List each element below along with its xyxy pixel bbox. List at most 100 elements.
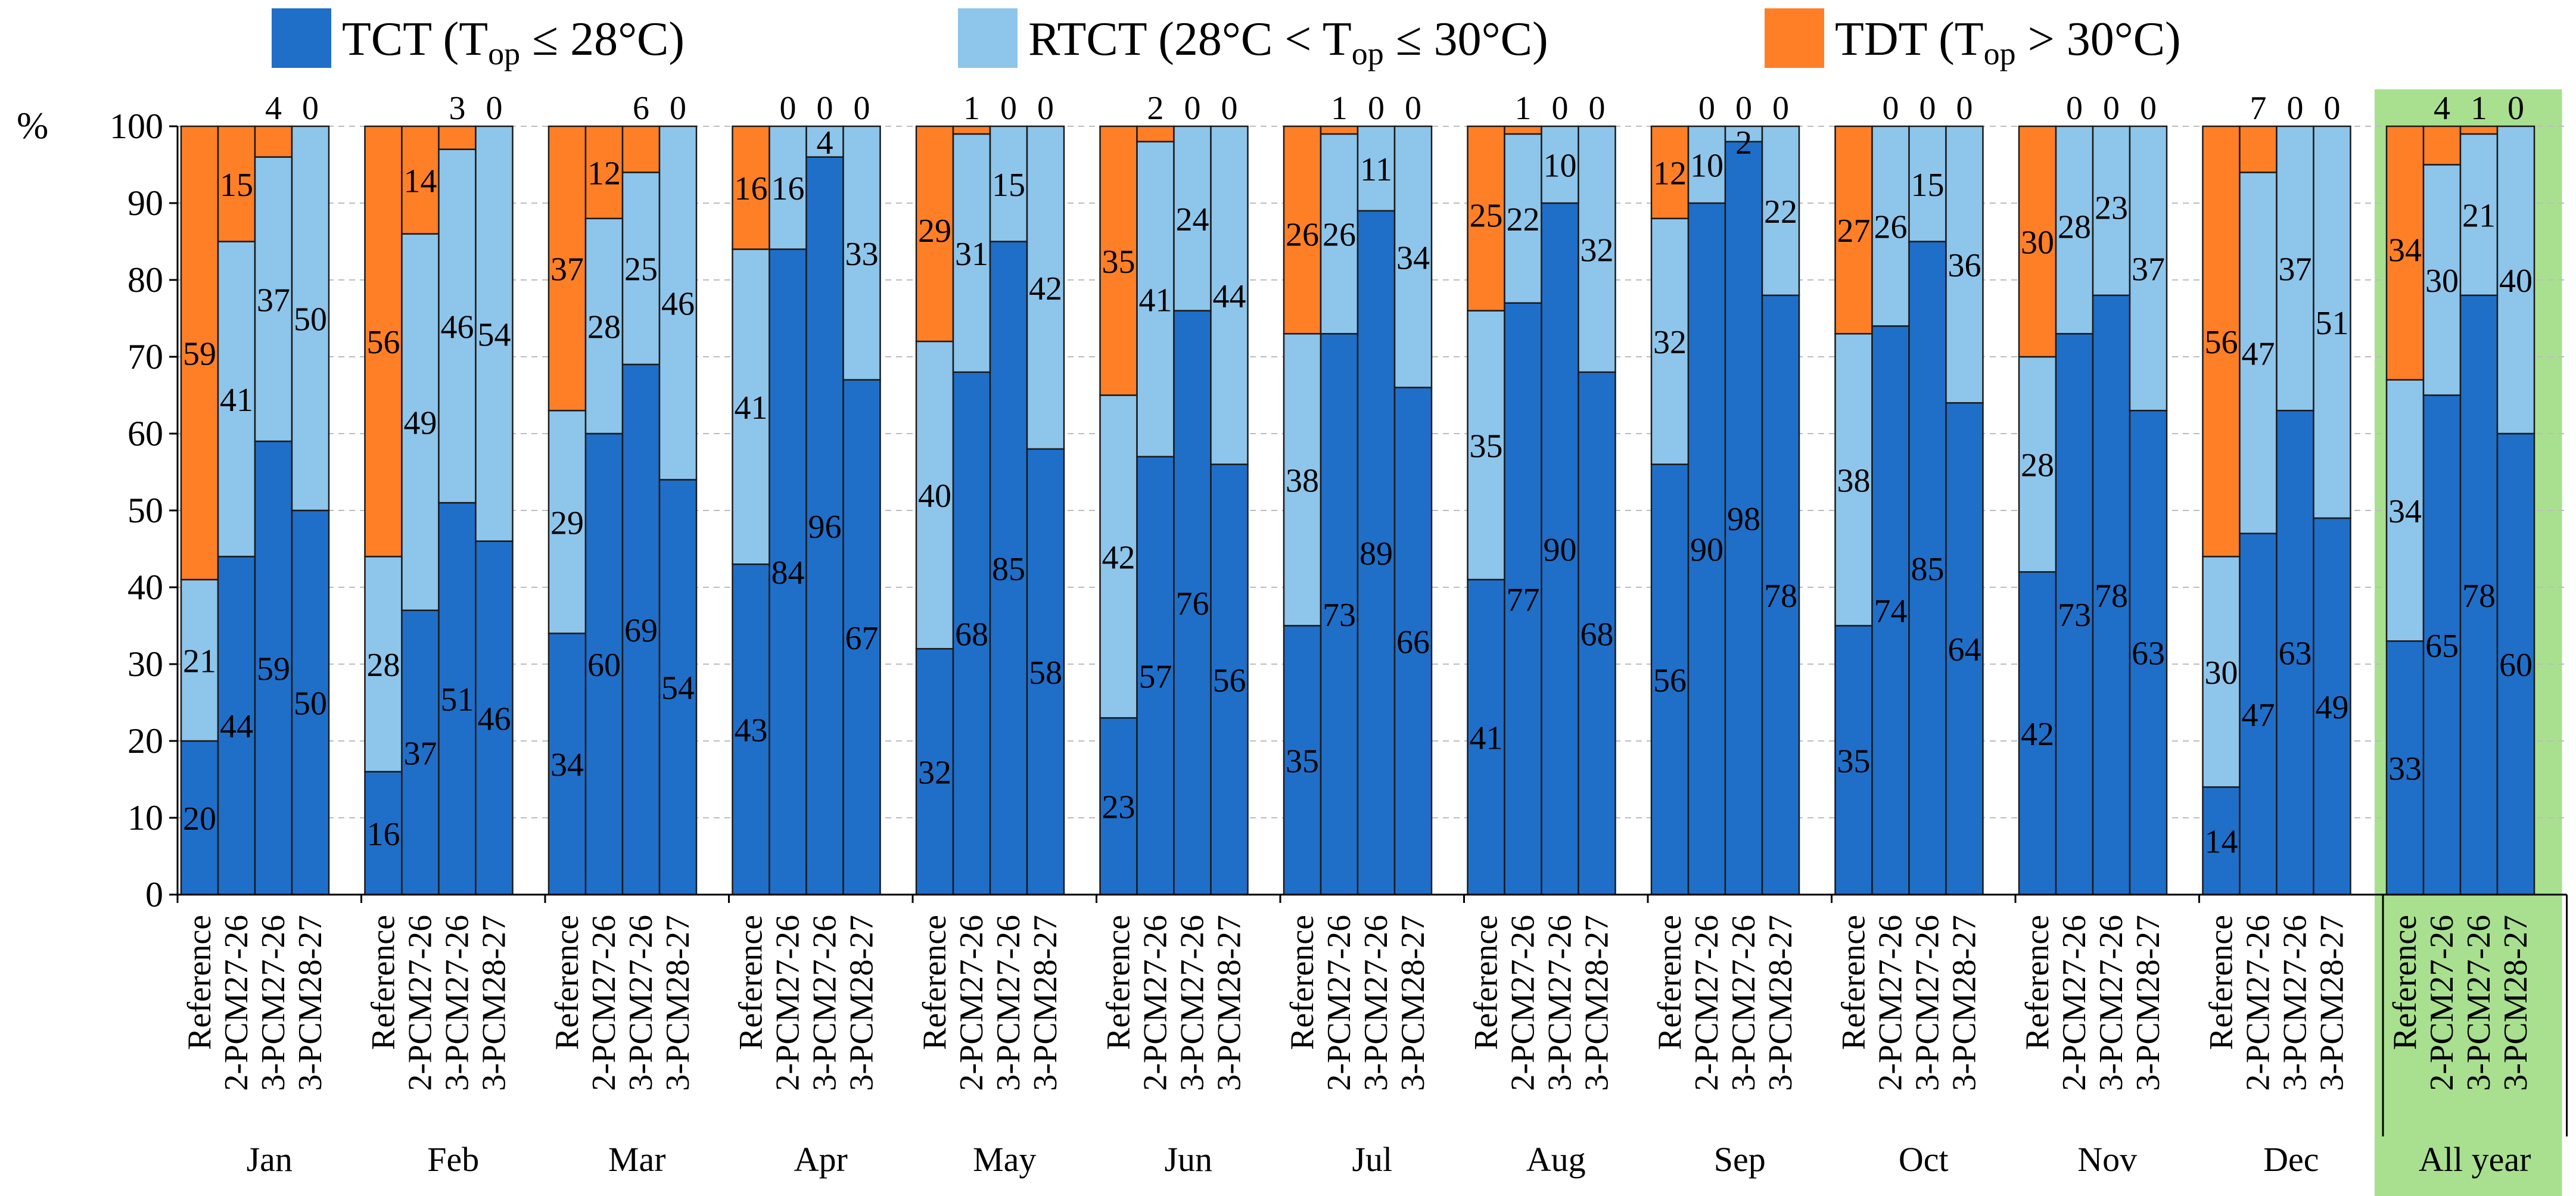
legend-swatch-tct bbox=[272, 8, 331, 68]
data-label-tct: 42 bbox=[2021, 716, 2054, 753]
x-tick-label: 3-PCM28-27 bbox=[659, 915, 696, 1091]
data-label-tct: 60 bbox=[587, 647, 621, 684]
data-label-rtct: 28 bbox=[2021, 447, 2054, 484]
legend: TCT (Top ≤ 28°C) RTCT (28°C < Top ≤ 30°C)… bbox=[272, 8, 2181, 71]
data-label-rtct: 4 bbox=[817, 124, 833, 161]
x-tick-label: Reference bbox=[2019, 915, 2056, 1050]
data-label-tct: 78 bbox=[2462, 578, 2496, 615]
data-label-tdt: 16 bbox=[735, 170, 768, 207]
bar-segment-rtct bbox=[2385, 379, 2425, 642]
x-tick-label: 3-PCM27-26 bbox=[255, 915, 292, 1091]
x-tick-label: 2-PCM27-26 bbox=[1872, 915, 1909, 1091]
y-tick-label: 40 bbox=[127, 568, 163, 607]
data-label-rtct: 21 bbox=[2462, 197, 2496, 234]
data-label-tct: 64 bbox=[1948, 631, 1981, 668]
data-label-rtct: 47 bbox=[2242, 336, 2275, 373]
group-label: Oct bbox=[1899, 1140, 1949, 1179]
bar-segment-rtct bbox=[438, 148, 477, 504]
group-label: All year bbox=[2419, 1140, 2531, 1179]
data-label-tdt: 0 bbox=[1772, 90, 1789, 127]
bar-segment-tct bbox=[2129, 410, 2168, 896]
bar-segment-tct bbox=[254, 440, 293, 896]
bar-segment-tct bbox=[1761, 294, 1800, 896]
x-tick-label: 3-PCM27-26 bbox=[807, 915, 844, 1091]
legend-label-tdt: TDT (Top > 30°C) bbox=[1835, 13, 2181, 71]
bar-segment-rtct bbox=[769, 125, 807, 250]
data-label-tdt: 0 bbox=[2140, 90, 2157, 127]
data-label-tct: 65 bbox=[2425, 628, 2459, 665]
y-tick-label: 20 bbox=[127, 721, 163, 761]
bar-segment-rtct bbox=[401, 233, 440, 611]
data-label-tdt: 35 bbox=[1102, 244, 1135, 281]
data-label-rtct: 10 bbox=[1690, 148, 1723, 185]
x-tick-label: Reference bbox=[2387, 915, 2423, 1050]
data-label-rtct: 10 bbox=[1544, 148, 1577, 185]
data-label-tdt: 7 bbox=[2250, 90, 2267, 127]
data-label-rtct: 38 bbox=[1837, 462, 1871, 499]
data-label-tdt: 15 bbox=[220, 167, 253, 204]
legend-swatch-tdt bbox=[1765, 8, 1824, 68]
bar-segment-rtct bbox=[2276, 125, 2314, 412]
data-label-tct: 78 bbox=[1764, 578, 1797, 615]
x-tick-label: 3-PCM27-26 bbox=[2460, 915, 2497, 1091]
bar-segment-tct bbox=[1210, 463, 1249, 896]
data-label-tct: 51 bbox=[441, 681, 474, 718]
data-label-rtct: 40 bbox=[2499, 263, 2533, 300]
bar-segment-tdt bbox=[1467, 125, 1505, 312]
group-label: Jun bbox=[1164, 1140, 1212, 1179]
data-label-tct: 89 bbox=[1359, 535, 1393, 572]
x-tick-label: 3-PCM27-26 bbox=[1542, 915, 1579, 1091]
data-label-rtct: 24 bbox=[1176, 201, 1209, 238]
bar-segment-rtct bbox=[1026, 125, 1065, 450]
bar-segment-tdt bbox=[401, 125, 440, 235]
bar-segment-tdt bbox=[1320, 125, 1359, 135]
y-tick-labels: 0 10 20 30 40 50 60 70 80 90 100 bbox=[110, 107, 163, 914]
data-label-rtct: 37 bbox=[2132, 251, 2165, 288]
data-label-tct: 59 bbox=[257, 650, 290, 687]
data-label-tct: 73 bbox=[1323, 597, 1356, 634]
axes bbox=[169, 125, 2568, 1136]
data-label-tct: 63 bbox=[2132, 636, 2165, 672]
data-label-rtct: 37 bbox=[257, 282, 290, 319]
data-label-tdt: 0 bbox=[1552, 90, 1569, 127]
data-label-tdt: 12 bbox=[587, 155, 621, 192]
data-label-tdt: 12 bbox=[1653, 155, 1687, 192]
data-label-rtct: 49 bbox=[404, 405, 437, 442]
bar-segment-tdt bbox=[2202, 125, 2241, 557]
data-label-rtct: 26 bbox=[1323, 217, 1356, 254]
x-tick-label: 3-PCM27-26 bbox=[2093, 915, 2130, 1091]
x-tick-label: 2-PCM27-26 bbox=[2423, 915, 2460, 1091]
bar-segment-tdt bbox=[1283, 125, 1322, 335]
group-label: Nov bbox=[2077, 1140, 2137, 1179]
bar-segment-tdt bbox=[1504, 125, 1542, 135]
data-label-tct: 76 bbox=[1176, 585, 1209, 622]
bar-segment-tdt bbox=[364, 125, 403, 557]
bar-segment-rtct bbox=[1467, 310, 1505, 581]
data-label-rtct: 26 bbox=[1874, 209, 1908, 246]
data-label-tdt: 0 bbox=[1589, 90, 1606, 127]
bar-segment-tct bbox=[217, 556, 256, 896]
bar-segment-tdt bbox=[732, 125, 770, 250]
x-tick-labels: Reference 2-PCM27-26 3-PCM27-26 3-PCM28-27 R… bbox=[181, 915, 2534, 1091]
bar-segment-tct bbox=[1724, 141, 1763, 896]
data-label-tct: 63 bbox=[2279, 636, 2312, 672]
data-label-tdt: 0 bbox=[1698, 90, 1715, 127]
data-label-rtct: 44 bbox=[1213, 278, 1246, 315]
bar-segment-tct bbox=[2313, 517, 2351, 896]
bar-segment-rtct bbox=[1393, 125, 1433, 388]
data-label-tct: 68 bbox=[1581, 616, 1614, 653]
bar-segment-rtct bbox=[475, 125, 514, 542]
bar-segment-rtct bbox=[2496, 125, 2535, 435]
x-tick-label: 3-PCM28-27 bbox=[1946, 915, 1983, 1091]
data-label-tdt: 59 bbox=[183, 336, 216, 373]
data-label-tdt: 1 bbox=[963, 90, 980, 127]
x-tick-label: 2-PCM27-26 bbox=[1688, 915, 1725, 1091]
data-label-tdt: 0 bbox=[1037, 90, 1054, 127]
data-label-tdt: 25 bbox=[1470, 197, 1503, 234]
data-label-tdt: 14 bbox=[404, 163, 437, 200]
bar-segment-rtct bbox=[1136, 141, 1175, 457]
data-label-tdt: 0 bbox=[2103, 90, 2120, 127]
data-label-tct: 57 bbox=[1139, 658, 1172, 695]
x-tick-label: 2-PCM27-26 bbox=[402, 915, 439, 1091]
data-label-rtct: 29 bbox=[550, 504, 584, 541]
